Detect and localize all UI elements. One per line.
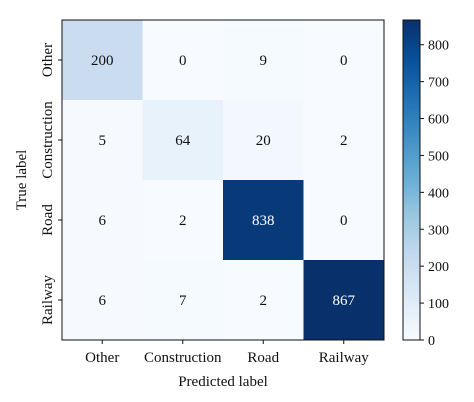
- cell-value-label: 64: [175, 133, 191, 149]
- heatmap-cell: [303, 20, 385, 101]
- heatmap-cell: [223, 180, 304, 261]
- cell-value-label: 867: [333, 293, 356, 309]
- cell-value-label: 2: [340, 133, 348, 149]
- x-tick-label: Construction: [144, 350, 222, 366]
- colorbar: [402, 19, 421, 341]
- colorbar-tick-label: 400: [428, 186, 449, 201]
- cell-value-label: 9: [260, 53, 268, 69]
- colorbar-tick-label: 300: [428, 223, 449, 238]
- x-axis-label: Predicted label: [178, 374, 268, 390]
- colorbar-tick-label: 100: [428, 297, 449, 312]
- colorbar-ticks: 0 100 200 300 400 500 600 700 800: [420, 39, 449, 349]
- colorbar-tick-label: 500: [428, 149, 449, 164]
- heatmap-cell: [62, 180, 143, 261]
- cell-value-label: 5: [99, 133, 107, 149]
- colorbar-tick-label: 600: [428, 113, 449, 128]
- cell-value-label: 0: [340, 53, 348, 69]
- cell-value-label: 0: [179, 53, 187, 69]
- y-axis-label: True label: [14, 150, 30, 211]
- y-tick-labels: Other Construction Road Railway: [40, 43, 62, 325]
- heatmap-cell: [62, 100, 143, 181]
- heatmap-cell: [62, 20, 143, 101]
- y-tick-label: Railway: [40, 275, 56, 325]
- cell-value-label: 2: [179, 213, 187, 229]
- heatmap-cell: [142, 260, 224, 341]
- cell-value-label: 20: [256, 133, 271, 149]
- heatmap-cell: [223, 260, 304, 341]
- heatmap-cell: [142, 20, 224, 101]
- heatmap-cell: [62, 260, 143, 341]
- heatmap-cell: [142, 100, 224, 181]
- x-tick-label: Road: [247, 350, 279, 366]
- plot-frame: [61, 19, 385, 341]
- cell-value-label: 200: [91, 53, 114, 69]
- colorbar-tick-label: 200: [428, 260, 449, 275]
- y-tick-label: Construction: [40, 101, 56, 179]
- cell-value-label: 7: [179, 293, 187, 309]
- cell-value-label: 6: [99, 293, 107, 309]
- colorbar-tick-label: 800: [428, 39, 449, 54]
- heatmap-cell: [303, 180, 385, 261]
- heatmap-cell: [223, 20, 304, 101]
- x-tick-label: Railway: [319, 350, 369, 366]
- heatmap-cell: [142, 180, 224, 261]
- cell-value-label: 838: [252, 213, 275, 229]
- heatmap-cell: [303, 260, 385, 341]
- heatmap-cell: [303, 100, 385, 181]
- y-tick-label: Other: [40, 43, 56, 77]
- x-tick-labels: Other Construction Road Railway: [85, 340, 369, 366]
- y-tick-label: Road: [40, 204, 56, 236]
- colorbar-tick-label: 0: [428, 334, 435, 349]
- cell-value-label: 6: [99, 213, 107, 229]
- cell-value-label: 0: [340, 213, 348, 229]
- heatmap-cells: 200 0 9 0 5 64 20 2 6 2 838 0 6 7 2 867: [62, 20, 385, 341]
- x-tick-label: Other: [85, 350, 119, 366]
- colorbar-tick-label: 700: [428, 76, 449, 91]
- cell-value-label: 2: [260, 293, 268, 309]
- heatmap-cell: [223, 100, 304, 181]
